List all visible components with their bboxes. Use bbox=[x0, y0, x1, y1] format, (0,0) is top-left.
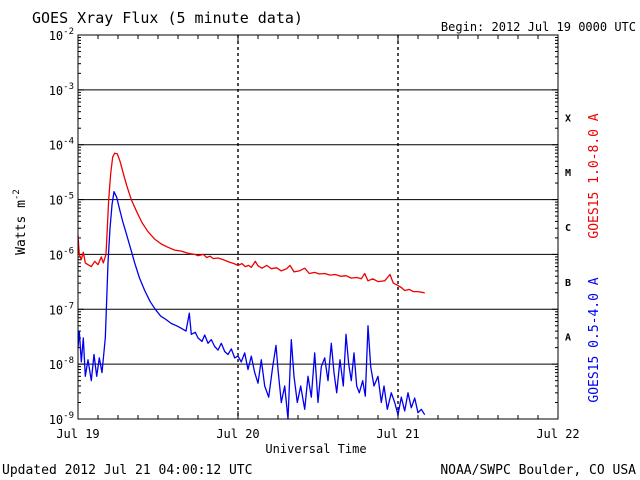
plot-frame bbox=[77, 34, 559, 420]
y-tick-exponent: -5 bbox=[63, 192, 74, 202]
flare-class-label: X bbox=[565, 113, 571, 124]
flare-class-label: C bbox=[565, 223, 571, 234]
updated-timestamp: Updated 2012 Jul 21 04:00:12 UTC bbox=[2, 463, 252, 478]
y-tick-exponent: -4 bbox=[63, 137, 74, 147]
y-tick-label: 10-3 bbox=[49, 82, 74, 98]
flare-class-labels: A B C M X bbox=[565, 113, 571, 343]
y-tick-exponent: -8 bbox=[63, 356, 74, 366]
y-tick-label: 10-9 bbox=[49, 411, 74, 427]
series-line bbox=[77, 152, 425, 294]
grid-lines bbox=[77, 34, 559, 420]
y-tick-label: 10-5 bbox=[49, 192, 74, 208]
y-tick-base: 10 bbox=[49, 413, 63, 427]
y-tick-exponent: -3 bbox=[63, 82, 74, 92]
credit-label: NOAA/SWPC Boulder, CO USA bbox=[440, 463, 636, 478]
y-tick-label: 10-8 bbox=[49, 356, 74, 372]
x-axis-title: Universal Time bbox=[265, 442, 366, 456]
legend-entry: GOES15 1.0-8.0 A bbox=[587, 113, 602, 238]
flare-class-label: B bbox=[565, 278, 571, 289]
y-tick-exponent: -2 bbox=[63, 27, 74, 37]
flare-class-label: A bbox=[565, 333, 571, 344]
x-tick-labels: Jul 19 Jul 20 Jul 21 Jul 22 bbox=[56, 427, 579, 441]
y-tick-base: 10 bbox=[49, 303, 63, 317]
y-tick-base: 10 bbox=[49, 358, 63, 372]
y-tick-label: 10-4 bbox=[49, 137, 74, 153]
y-tick-base: 10 bbox=[49, 248, 63, 262]
y-axis-title-sup: -2 bbox=[12, 189, 22, 200]
y-tick-labels: 10-910-810-710-610-510-410-310-2 bbox=[49, 27, 74, 427]
series-lines bbox=[77, 152, 426, 420]
y-axis-title-text: Watts m-2 bbox=[12, 189, 29, 255]
y-tick-base: 10 bbox=[49, 139, 63, 153]
flare-class-label: M bbox=[565, 168, 571, 179]
y-tick-label: 10-7 bbox=[49, 301, 74, 317]
legend-entry: GOES15 0.5-4.0 A bbox=[587, 277, 602, 402]
y-tick-base: 10 bbox=[49, 29, 63, 43]
x-tick-label: Jul 22 bbox=[536, 427, 579, 441]
series-legend: GOES15 1.0-8.0 A GOES15 0.5-4.0 A bbox=[587, 113, 602, 402]
series-line bbox=[77, 190, 426, 420]
y-tick-exponent: -7 bbox=[63, 301, 74, 311]
begin-date-label: Begin: 2012 Jul 19 0000 UTC bbox=[441, 20, 636, 34]
y-tick-base: 10 bbox=[49, 194, 63, 208]
x-tick-label: Jul 21 bbox=[376, 427, 419, 441]
y-axis-title: Watts m-2 bbox=[12, 189, 29, 255]
y-axis-title-main: Watts m bbox=[14, 200, 29, 255]
y-tick-base: 10 bbox=[49, 84, 63, 98]
x-tick-label: Jul 20 bbox=[216, 427, 259, 441]
x-tick-label: Jul 19 bbox=[56, 427, 99, 441]
y-tick-label: 10-2 bbox=[49, 27, 74, 43]
y-tick-exponent: -9 bbox=[63, 411, 74, 421]
chart-title: GOES Xray Flux (5 minute data) bbox=[32, 9, 303, 27]
y-tick-exponent: -6 bbox=[63, 246, 74, 256]
y-tick-label: 10-6 bbox=[49, 246, 74, 262]
